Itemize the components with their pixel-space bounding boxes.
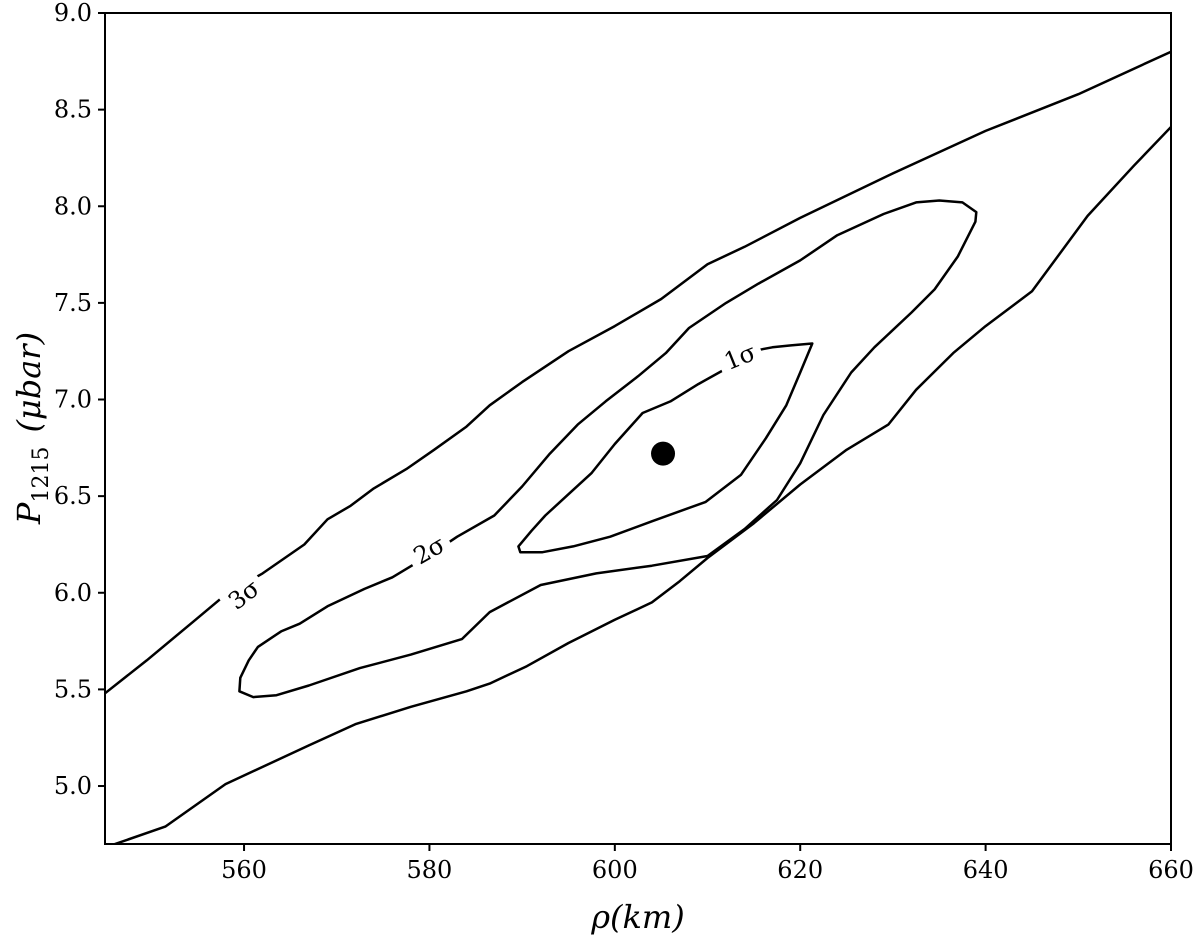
contour-label-bg [216, 568, 270, 620]
y-tick-label: 6.0 [54, 579, 92, 607]
y-tick-label: 5.0 [54, 772, 92, 800]
contour-2sigma [238, 199, 978, 699]
contours-layer [105, 50, 1171, 844]
contour-3sigma-lower [111, 126, 1171, 844]
x-tick-label: 620 [777, 856, 823, 884]
x-tick-label: 660 [1148, 856, 1194, 884]
contour-3sigma-upper [105, 50, 1171, 695]
ticks-layer: 560 580 600 620 640 660 5.0 5.5 6.0 6.5 7.0 7.5 8.0 8… [54, 0, 1194, 884]
y-tick-label: 8.5 [54, 96, 92, 124]
y-axis-label-sub: 1215 [29, 447, 54, 503]
contour-label-3sigma: 3σ [216, 568, 270, 620]
svg-text:P1215(μbar): P1215 (μbar) [10, 332, 54, 525]
y-tick-label: 7.0 [54, 386, 92, 414]
y-tick-label: 5.5 [54, 675, 92, 703]
y-axis-label-unit: (μbar) [10, 332, 48, 433]
x-tick-label: 600 [592, 856, 638, 884]
contour-1sigma [517, 342, 814, 554]
y-tick-label: 7.5 [54, 289, 92, 317]
x-axis-label: ρ(km) [590, 898, 685, 936]
y-tick-label: 8.0 [54, 192, 92, 220]
y-axis-label: P1215 (μbar) [10, 332, 54, 525]
x-tick-label: 580 [407, 856, 453, 884]
best-fit-point [651, 441, 676, 466]
y-tick-label: 9.0 [54, 0, 92, 27]
y-axis-label-main: P [10, 502, 48, 525]
contour-label-bg [713, 333, 766, 379]
x-tick-label: 640 [963, 856, 1009, 884]
y-tick-label: 6.5 [54, 482, 92, 510]
x-tick-label: 560 [221, 856, 267, 884]
contour-label-bg [402, 525, 456, 574]
plot-frame [104, 12, 1172, 845]
